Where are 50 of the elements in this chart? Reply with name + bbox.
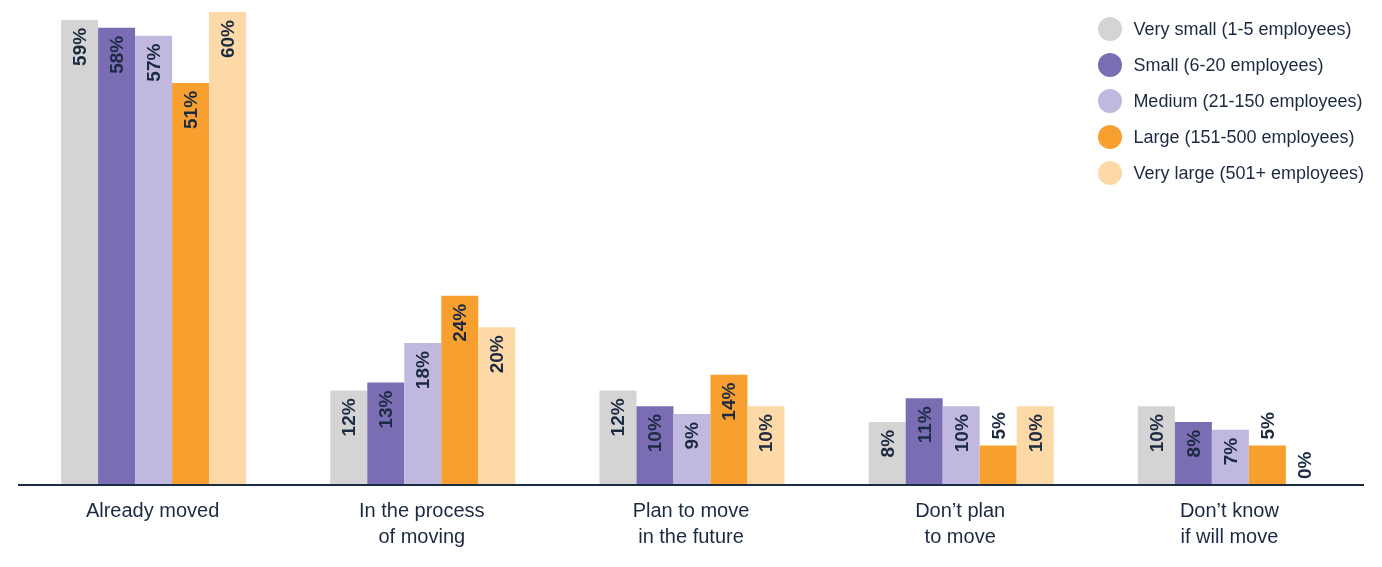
data-label: 12% (607, 398, 629, 437)
bar (135, 35, 173, 485)
data-label: 10% (644, 414, 666, 453)
x-tick-label: In the process of moving (358, 499, 485, 547)
data-label: 8% (1182, 429, 1204, 458)
data-label: 60% (217, 19, 239, 59)
data-label: 9% (681, 421, 703, 450)
bar (979, 445, 1017, 485)
data-label: 20% (486, 335, 508, 374)
data-label: 10% (1024, 414, 1046, 453)
x-tick-label: Already moved (85, 499, 220, 521)
x-tick-label: Plan to move in the future (632, 499, 750, 547)
x-tick-label: Don’t plan to move (915, 499, 1006, 547)
data-label: 5% (1256, 412, 1278, 440)
data-label: 10% (950, 414, 972, 453)
data-label: 11% (913, 406, 935, 444)
bar (61, 19, 99, 485)
bar (599, 390, 637, 485)
data-label: 58% (106, 35, 128, 74)
bar (1248, 445, 1286, 485)
data-label: 13% (375, 390, 397, 429)
bar (905, 398, 943, 485)
data-label: 12% (338, 398, 360, 437)
bar (172, 82, 210, 485)
data-label: 10% (755, 414, 777, 453)
data-label: 14% (718, 382, 740, 421)
data-label: 57% (143, 43, 165, 82)
x-tick-label: Don’t know if will move (1179, 499, 1280, 547)
data-label: 59% (69, 27, 91, 66)
bar (330, 390, 368, 485)
legend-label: Very large (501+ employees) (1133, 162, 1364, 184)
data-label: 18% (412, 351, 434, 390)
legend-label: Medium (21-150 employees) (1133, 90, 1363, 112)
data-label: 10% (1145, 414, 1167, 453)
bar (367, 382, 405, 485)
legend-label: Large (151-500 employees) (1133, 126, 1355, 148)
data-label: 5% (987, 412, 1009, 440)
data-label: 51% (180, 90, 202, 129)
bar (478, 327, 516, 485)
data-label: 24% (449, 303, 471, 342)
bar (710, 374, 748, 485)
data-label: 7% (1219, 437, 1241, 466)
legend-label: Very small (1-5 employees) (1133, 18, 1352, 40)
bar (404, 343, 442, 485)
bar (441, 295, 479, 485)
legend-label: Small (6-20 employees) (1133, 54, 1324, 76)
data-label: 8% (876, 429, 898, 458)
bar (209, 12, 247, 485)
bar (98, 27, 136, 485)
data-label: 0% (1293, 451, 1315, 479)
